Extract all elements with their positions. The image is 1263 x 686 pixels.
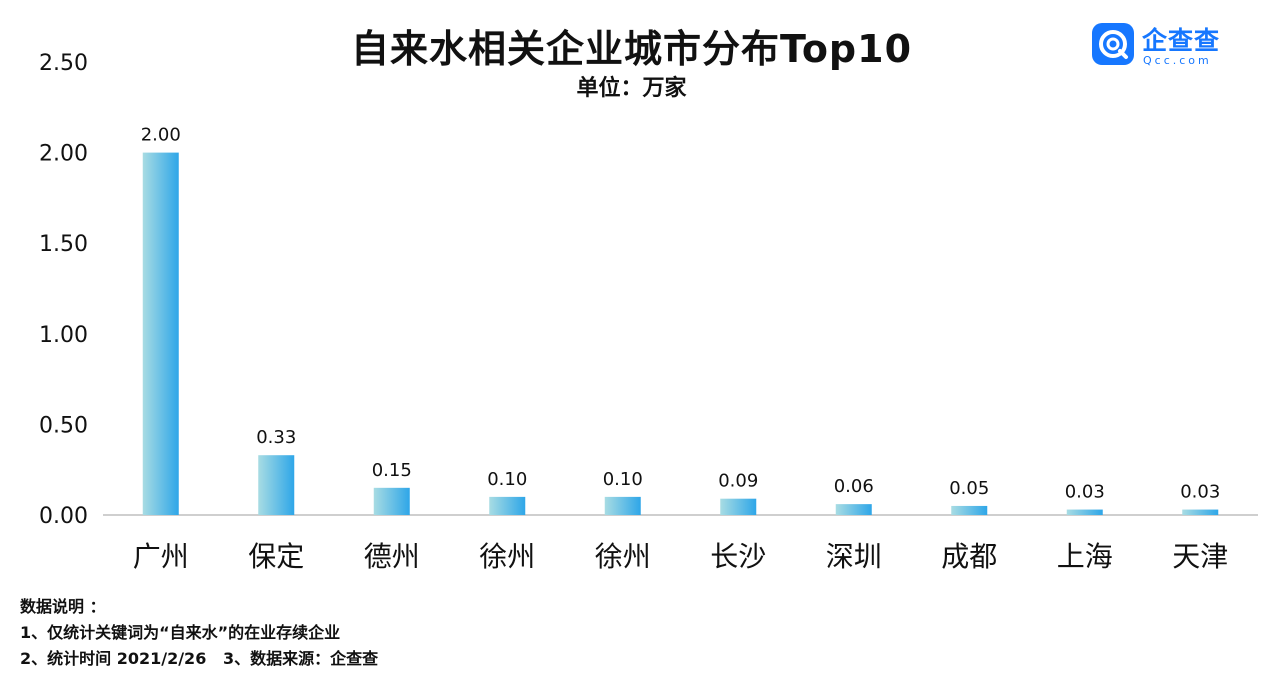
x-category-label: 保定 [248, 540, 304, 573]
y-tick-label: 1.50 [39, 232, 88, 257]
qcc-logo: 企查查 Qcc.com [1092, 21, 1242, 69]
bar [258, 455, 295, 515]
x-category-label: 徐州 [479, 540, 535, 573]
notes-line-1: 1、仅统计关键词为“自来水”的在业存续企业 [20, 623, 341, 642]
x-category-label: 广州 [133, 540, 189, 573]
notes-line-2: 2、统计时间 2021/2/26 3、数据来源：企查查 [20, 649, 379, 668]
y-tick-label: 0.50 [39, 413, 88, 438]
y-tick-label: 2.50 [39, 51, 88, 76]
logo-subtext: Qcc.com [1143, 54, 1212, 67]
qcc-logo-icon [1092, 23, 1134, 65]
bar-value-label: 2.00 [141, 125, 181, 146]
data-notes: 数据说明 ： 1、仅统计关键词为“自来水”的在业存续企业 2、统计时间 2021… [20, 594, 378, 672]
bar [951, 505, 988, 515]
bar-value-label: 0.03 [1065, 482, 1105, 503]
bar [142, 152, 179, 515]
notes-heading: 数据说明 ： [20, 597, 106, 616]
x-category-label: 上海 [1057, 540, 1113, 573]
bar [373, 487, 410, 515]
y-tick-label: 1.00 [39, 323, 88, 348]
bars: 2.00 0.33 0.15 0.10 0.10 0.09 0.06 0.05 0.03 0.03 [141, 125, 1220, 515]
bar [835, 504, 872, 515]
x-category-label: 德州 [364, 540, 420, 573]
x-category-label: 深圳 [826, 540, 882, 573]
bar-value-label: 0.10 [603, 469, 643, 490]
bar-value-label: 0.10 [487, 469, 527, 490]
x-category-label: 天津 [1172, 540, 1228, 573]
x-category-label: 成都 [941, 540, 997, 573]
bar [1182, 509, 1219, 515]
x-category-label: 徐州 [595, 540, 651, 573]
bar-chart: 0.00 0.50 1.00 1.50 2.00 2.50 广州 保定 德州 徐州 徐州 长沙 深圳 成… [39, 51, 1258, 573]
x-axis: 广州 保定 德州 徐州 徐州 长沙 深圳 成都 上海 天津 [103, 514, 1258, 573]
bar-value-label: 0.15 [372, 460, 412, 481]
bar-value-label: 0.03 [1180, 482, 1220, 503]
chart-title: 自来水相关企业城市分布Top10 [350, 27, 913, 71]
y-tick-label: 0.00 [39, 504, 88, 529]
logo-name: 企查查 [1142, 26, 1221, 55]
bar [604, 496, 641, 515]
y-tick-label: 2.00 [39, 142, 88, 167]
chart-subtitle: 单位：万家 [576, 76, 687, 101]
bar [1066, 509, 1103, 515]
bar-value-label: 0.09 [718, 471, 758, 492]
y-axis: 0.00 0.50 1.00 1.50 2.00 2.50 [39, 51, 88, 529]
bar-value-label: 0.33 [256, 427, 296, 448]
bar-value-label: 0.05 [949, 478, 989, 499]
x-category-label: 长沙 [710, 540, 766, 573]
bar-value-label: 0.06 [834, 476, 874, 497]
bar [720, 498, 757, 515]
bar [489, 496, 526, 515]
